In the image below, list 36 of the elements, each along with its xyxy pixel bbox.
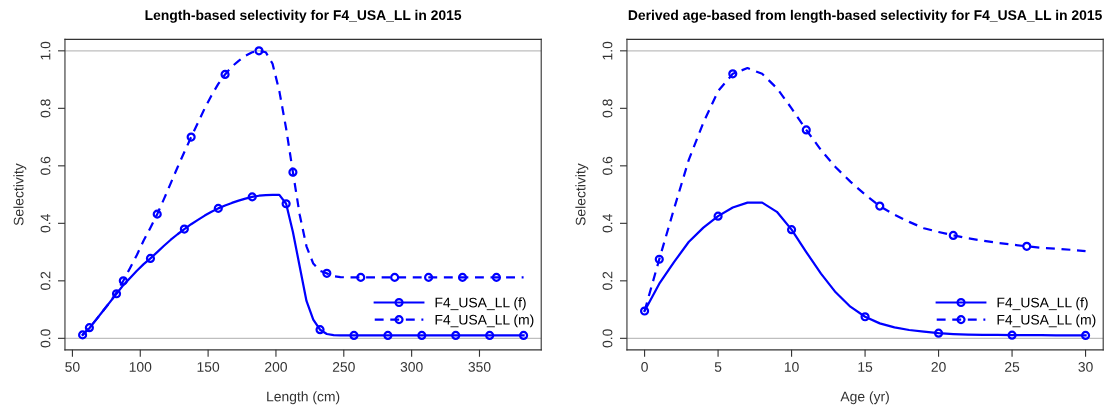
y-tick-label: 0.2 xyxy=(40,271,51,290)
x-tick-label: 25 xyxy=(1005,362,1020,372)
x-tick-label: 150 xyxy=(197,362,220,372)
legend-label: F4_USA_LL (m) xyxy=(997,314,1096,328)
y-tick-label: 1.0 xyxy=(40,41,51,60)
x-axis-title: Age (yr) xyxy=(840,391,889,405)
x-tick-label: 5 xyxy=(714,362,722,372)
x-tick-label: 0 xyxy=(641,362,648,372)
y-tick-label: 0.8 xyxy=(40,99,51,118)
x-tick-label: 100 xyxy=(129,362,152,372)
x-tick-label: 250 xyxy=(332,362,355,372)
legend-label: F4_USA_LL (f) xyxy=(435,297,526,311)
legend-label: F4_USA_LL (f) xyxy=(997,297,1088,311)
y-tick-label: 0.8 xyxy=(602,99,613,118)
y-tick-label: 0.0 xyxy=(602,329,613,348)
y-tick-label: 0.4 xyxy=(40,214,51,233)
x-tick-label: 30 xyxy=(1078,362,1093,372)
x-tick-label: 10 xyxy=(784,362,799,372)
x-tick-label: 350 xyxy=(468,362,491,372)
chart-title: Derived age-based from length-based selectivity for F4_USA_LL in 2015 xyxy=(628,9,1102,23)
legend-label: F4_USA_LL (m) xyxy=(435,314,534,328)
x-axis-title: Length (cm) xyxy=(267,391,340,405)
x-tick-label: 300 xyxy=(400,362,423,372)
y-tick-label: 0.4 xyxy=(602,214,613,233)
x-tick-label: 200 xyxy=(265,362,287,372)
x-tick-label: 20 xyxy=(931,362,946,372)
y-axis-title: Selectivity xyxy=(575,163,589,226)
chart-title: Length-based selectivity for F4_USA_LL in 2015 xyxy=(145,9,462,23)
y-tick-label: 0.0 xyxy=(40,329,51,348)
y-tick-label: 0.6 xyxy=(602,156,613,175)
y-tick-label: 0.2 xyxy=(602,271,613,290)
y-tick-label: 0.6 xyxy=(40,156,51,175)
x-tick-label: 50 xyxy=(65,362,80,372)
y-axis-title: Selectivity xyxy=(13,163,27,226)
y-tick-label: 1.0 xyxy=(602,41,613,60)
x-tick-label: 15 xyxy=(858,362,873,372)
